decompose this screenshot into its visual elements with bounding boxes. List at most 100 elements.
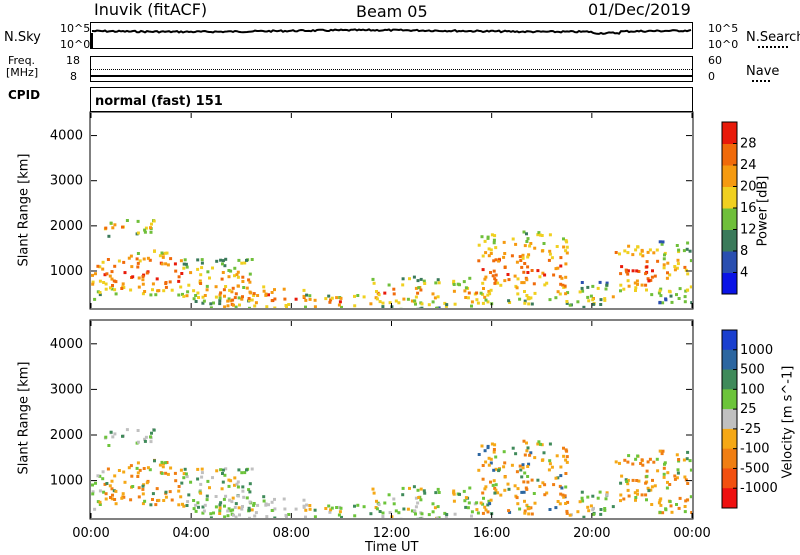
velocity-echo-cell <box>247 508 251 512</box>
power-echo-cell <box>463 289 467 293</box>
power-echo-cell <box>129 288 133 292</box>
velocity-echo-cell <box>683 475 687 479</box>
power-echo-cell <box>226 299 230 303</box>
velocity-echo-cell <box>353 504 356 508</box>
velocity-echo-cell <box>468 486 472 490</box>
velocity-echo-cell <box>247 488 251 492</box>
power-echo-cell <box>507 278 511 282</box>
power-echo-cell <box>417 286 421 290</box>
velocity-echo-cell <box>114 489 118 493</box>
power-echo-cell <box>185 265 189 269</box>
velocity-echo-cell <box>452 489 456 493</box>
power-echo-cell <box>539 233 542 237</box>
velocity-echo-cell <box>661 449 665 453</box>
velocity-echo-cell <box>206 479 210 483</box>
velocity-echo-cell <box>542 451 546 455</box>
power-echo-cell <box>144 226 148 230</box>
velocity-echo-cell <box>186 500 190 504</box>
power-echo-cell <box>627 284 631 288</box>
velocity-echo-cell <box>199 482 203 486</box>
velocity-echo-cell <box>219 501 223 505</box>
velocity-echo-cell <box>586 505 590 509</box>
power-echo-cell <box>142 257 146 261</box>
velocity-echo-cell <box>110 479 114 483</box>
power-echo-cell <box>529 296 533 300</box>
velocity-echo-cell <box>631 462 635 466</box>
power-echo-cell <box>523 244 527 248</box>
power-echo-cell <box>160 251 164 255</box>
velocity-colorbar-label: Velocity [m s^-1] <box>780 365 796 479</box>
velocity-echo-cell <box>98 500 102 504</box>
velocity-echo-cell <box>324 507 328 510</box>
velocity-echo-cell <box>209 512 213 516</box>
power-echo-cell <box>561 283 565 287</box>
velocity-echo-cell <box>614 460 618 464</box>
velocity-echo-cell <box>624 478 628 482</box>
power-echo-cell <box>224 257 228 261</box>
velocity-echo-cell <box>148 468 152 472</box>
velocity-echo-cell <box>94 481 97 485</box>
velocity-echo-cell <box>520 475 524 479</box>
power-echo-cell <box>381 301 385 305</box>
power-echo-cell <box>214 285 218 289</box>
velocity-colorbar-segment <box>722 488 737 509</box>
velocity-echo-cell <box>492 468 496 472</box>
velocity-echo-cell <box>548 462 552 466</box>
power-echo-cell <box>196 291 200 295</box>
power-echo-cell <box>437 306 441 308</box>
velocity-echo-cell <box>483 487 487 491</box>
power-echo-cell <box>141 275 145 278</box>
velocity-colorbar-segment <box>722 349 737 371</box>
power-echo-cell <box>416 291 420 295</box>
power-echo-cell <box>684 268 688 272</box>
velocity-echo-cell <box>649 488 653 492</box>
power-echo-cell <box>284 304 288 307</box>
velocity-echo-cell <box>233 505 237 509</box>
power-echo-cell <box>145 271 149 275</box>
power-echo-cell <box>168 280 172 284</box>
power-echo-cell <box>685 288 689 292</box>
velocity-echo-cell <box>533 501 537 505</box>
power-echo-cell <box>542 242 546 245</box>
power-echo-cell <box>503 279 507 283</box>
velocity-echo-cell <box>149 435 152 439</box>
velocity-echo-cell <box>676 468 680 472</box>
power-echo-cell <box>492 241 496 245</box>
velocity-echo-cell <box>408 486 411 490</box>
power-echo-cell <box>162 289 166 293</box>
power-echo-cell <box>102 281 106 284</box>
velocity-echo-cell <box>526 465 530 468</box>
power-echo-cell <box>234 292 238 296</box>
power-echo-cell <box>580 286 584 290</box>
velocity-echo-cell <box>256 503 260 507</box>
y-tick-label: 3000 <box>50 174 83 189</box>
power-echo-cell <box>103 273 107 277</box>
power-echo-cell <box>235 273 239 277</box>
velocity-echo-cell <box>420 512 424 516</box>
velocity-echo-cell <box>527 462 531 466</box>
power-echo-cell <box>136 261 140 265</box>
power-echo-cell <box>422 279 426 283</box>
power-echo-cell <box>468 276 472 280</box>
power-echo-cell <box>161 255 165 259</box>
power-echo-cell <box>164 262 168 266</box>
velocity-echo-cell <box>137 495 141 499</box>
power-colorbar-segment <box>722 122 737 144</box>
velocity-echo-cell <box>639 462 643 465</box>
power-echo-cell <box>375 297 379 301</box>
power-echo-cell <box>418 307 422 308</box>
power-echo-cell <box>626 279 630 283</box>
power-echo-cell <box>196 258 200 262</box>
power-echo-cell <box>591 298 595 302</box>
power-echo-cell <box>554 267 558 271</box>
power-echo-cell <box>666 261 670 265</box>
velocity-echo-cell <box>487 456 491 460</box>
velocity-echo-cell <box>338 510 342 514</box>
velocity-echo-cell <box>470 510 474 514</box>
velocity-echo-cell <box>676 471 680 475</box>
velocity-echo-cell <box>294 507 298 511</box>
power-echo-cell <box>182 262 186 266</box>
power-echo-cell <box>452 289 456 293</box>
power-echo-cell <box>559 256 563 260</box>
power-echo-cell <box>661 301 665 305</box>
